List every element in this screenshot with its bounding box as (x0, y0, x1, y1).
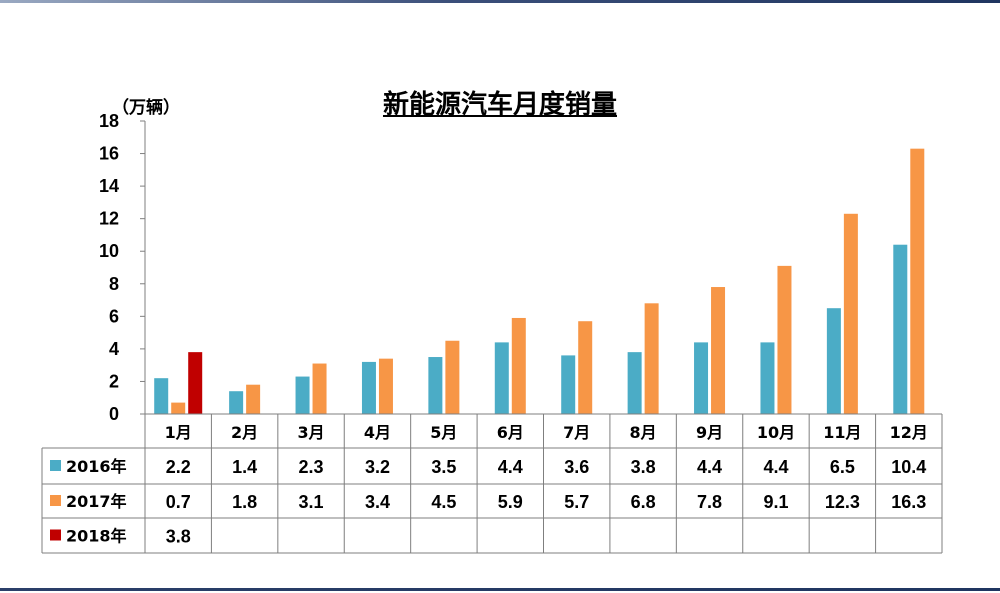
bar-2016-8 (627, 352, 642, 414)
y-axis-unit-label: （万辆） (112, 98, 180, 118)
bar-2016-9 (694, 342, 709, 414)
y-tick-label: 0 (109, 404, 119, 424)
data-table-value: 10.4 (891, 457, 926, 477)
data-table-value: 0.7 (166, 492, 191, 512)
bar-2016-3 (295, 376, 310, 414)
bar-2017-9 (711, 287, 726, 414)
data-table-value: 16.3 (891, 492, 926, 512)
x-category-label: 8月 (630, 423, 657, 442)
legend-swatch-2017 (50, 495, 61, 506)
bar-2017-3 (312, 363, 327, 414)
y-tick-label: 6 (109, 306, 119, 326)
bar-2016-4 (361, 361, 376, 414)
x-category-label: 5月 (430, 423, 457, 442)
data-table-value: 2.3 (299, 457, 324, 477)
data-table-value: 3.1 (299, 492, 324, 512)
data-table-value: 3.8 (166, 527, 191, 547)
bar-2017-2 (246, 384, 261, 414)
data-table-value: 5.9 (498, 492, 523, 512)
data-table-value: 2.2 (166, 457, 191, 477)
y-tick-label: 14 (99, 176, 119, 196)
bar-2018-1 (188, 352, 203, 414)
data-table-value: 5.7 (564, 492, 589, 512)
x-category-label: 1月 (165, 423, 192, 442)
bar-2017-4 (378, 358, 393, 414)
x-category-label: 11月 (823, 423, 861, 442)
data-table-value: 4.4 (763, 457, 788, 477)
data-table-value: 4.4 (498, 457, 523, 477)
bar-2017-10 (777, 265, 792, 414)
legend-series-name: 2016年 (66, 457, 127, 476)
bar-2017-12 (910, 148, 925, 414)
legend-swatch-2016 (50, 460, 61, 471)
data-table-value: 3.2 (365, 457, 390, 477)
y-tick-label: 2 (109, 371, 119, 391)
x-category-label: 12月 (890, 423, 928, 442)
data-table-value: 12.3 (825, 492, 860, 512)
y-tick-label: 10 (99, 241, 119, 261)
data-table-value: 3.6 (564, 457, 589, 477)
bottom-border-bar (0, 588, 1000, 591)
data-table-value: 6.5 (830, 457, 855, 477)
bar-2016-6 (494, 342, 509, 414)
legend-swatch-2018 (50, 529, 61, 541)
bar-2017-6 (511, 317, 526, 414)
data-table-value: 9.1 (763, 492, 788, 512)
x-category-label: 7月 (563, 423, 590, 442)
y-tick-label: 4 (109, 339, 119, 359)
data-table-value: 4.4 (697, 457, 722, 477)
y-tick-label: 18 (99, 111, 119, 131)
data-table-value: 1.4 (232, 457, 257, 477)
top-border-bar (0, 0, 1000, 3)
y-tick-label: 16 (99, 144, 119, 164)
bar-2017-8 (644, 303, 659, 414)
bar-2017-11 (843, 213, 858, 414)
bar-2016-7 (561, 355, 576, 414)
bar-2017-1 (171, 402, 186, 414)
bar-2017-5 (445, 340, 460, 414)
bar-2016-2 (229, 391, 244, 414)
y-tick-label: 12 (99, 209, 119, 229)
bar-2016-5 (428, 357, 443, 414)
bar-2017-7 (578, 321, 593, 414)
x-category-label: 9月 (696, 423, 723, 442)
chart-title: 新能源汽车月度销量 (382, 90, 617, 120)
bar-2016-10 (760, 342, 775, 414)
x-category-label: 6月 (497, 423, 524, 442)
legend-series-name: 2017年 (66, 492, 127, 511)
bar-2016-11 (826, 308, 841, 414)
data-table-value: 3.8 (631, 457, 656, 477)
data-table-value: 4.5 (431, 492, 456, 512)
legend-series-name: 2018年 (66, 527, 127, 546)
x-category-label: 4月 (364, 423, 391, 442)
x-category-label: 3月 (297, 423, 324, 442)
data-table-value: 1.8 (232, 492, 257, 512)
data-table-value: 3.4 (365, 492, 390, 512)
data-table-value: 3.5 (431, 457, 456, 477)
bar-2016-12 (893, 244, 908, 414)
x-category-label: 2月 (231, 423, 258, 442)
x-category-label: 10月 (757, 423, 795, 442)
data-table-value: 6.8 (631, 492, 656, 512)
y-tick-label: 8 (109, 274, 119, 294)
bar-2016-1 (154, 378, 169, 414)
data-table-value: 7.8 (697, 492, 722, 512)
